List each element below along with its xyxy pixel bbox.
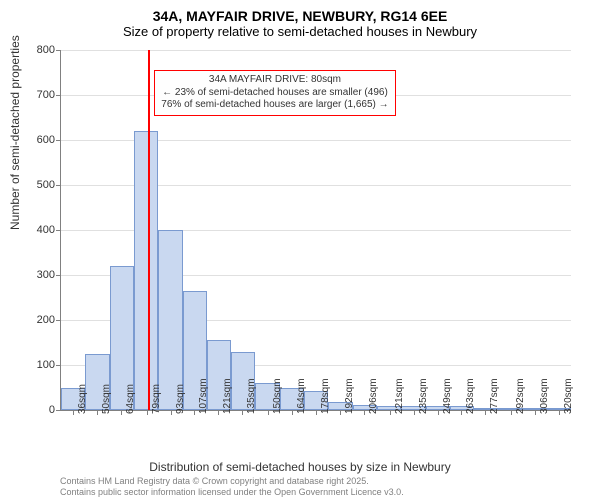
annotation-line3: 76% of semi-detached houses are larger (… xyxy=(161,99,388,112)
plot-area: 010020030040050060070080036sqm50sqm64sqm… xyxy=(60,50,571,411)
xtick-mark xyxy=(218,410,219,415)
xtick-mark xyxy=(559,410,560,415)
xtick-mark xyxy=(485,410,486,415)
ytick-mark xyxy=(56,410,61,411)
ytick-label: 0 xyxy=(15,404,55,416)
footer-attribution: Contains HM Land Registry data © Crown c… xyxy=(60,476,404,498)
xtick-label: 306sqm xyxy=(539,378,550,414)
xtick-label: 249sqm xyxy=(442,378,453,414)
xtick-label: 263sqm xyxy=(465,378,476,414)
reference-line xyxy=(148,50,150,410)
xtick-label: 320sqm xyxy=(563,378,574,414)
xtick-label: 292sqm xyxy=(515,378,526,414)
xtick-label: 121sqm xyxy=(222,378,233,414)
xtick-label: 277sqm xyxy=(489,378,500,414)
xtick-label: 178sqm xyxy=(320,378,331,414)
xtick-mark xyxy=(242,410,243,415)
xtick-label: 135sqm xyxy=(246,378,257,414)
xtick-mark xyxy=(268,410,269,415)
xtick-mark xyxy=(147,410,148,415)
chart-title-line1: 34A, MAYFAIR DRIVE, NEWBURY, RG14 6EE xyxy=(0,0,600,24)
xtick-mark xyxy=(414,410,415,415)
annotation-line2: ← 23% of semi-detached houses are smalle… xyxy=(161,87,388,100)
ytick-label: 800 xyxy=(15,44,55,56)
ytick-label: 200 xyxy=(15,314,55,326)
chart-area: 010020030040050060070080036sqm50sqm64sqm… xyxy=(60,50,570,410)
xtick-label: 36sqm xyxy=(77,384,88,414)
xtick-mark xyxy=(316,410,317,415)
xtick-mark xyxy=(438,410,439,415)
ytick-label: 600 xyxy=(15,134,55,146)
xtick-mark xyxy=(340,410,341,415)
xtick-label: 64sqm xyxy=(125,384,136,414)
xtick-label: 164sqm xyxy=(296,378,307,414)
ytick-label: 300 xyxy=(15,269,55,281)
annotation-box: 34A MAYFAIR DRIVE: 80sqm← 23% of semi-de… xyxy=(154,70,395,116)
xtick-label: 150sqm xyxy=(272,378,283,414)
footer-line1: Contains HM Land Registry data © Crown c… xyxy=(60,476,404,487)
ytick-mark xyxy=(56,95,61,96)
xtick-mark xyxy=(390,410,391,415)
xtick-mark xyxy=(461,410,462,415)
xtick-mark xyxy=(511,410,512,415)
ytick-mark xyxy=(56,50,61,51)
xtick-label: 50sqm xyxy=(101,384,112,414)
chart-title-line2: Size of property relative to semi-detach… xyxy=(0,24,600,43)
footer-line2: Contains public sector information licen… xyxy=(60,487,404,498)
ytick-mark xyxy=(56,185,61,186)
ytick-mark xyxy=(56,275,61,276)
ytick-mark xyxy=(56,320,61,321)
annotation-line1: 34A MAYFAIR DRIVE: 80sqm xyxy=(161,74,388,87)
xtick-label: 79sqm xyxy=(151,384,162,414)
gridline xyxy=(61,50,571,51)
xtick-label: 93sqm xyxy=(175,384,186,414)
xtick-mark xyxy=(97,410,98,415)
y-axis-label: Number of semi-detached properties xyxy=(8,35,22,230)
ytick-mark xyxy=(56,140,61,141)
ytick-mark xyxy=(56,230,61,231)
xtick-label: 107sqm xyxy=(198,378,209,414)
xtick-mark xyxy=(194,410,195,415)
xtick-mark xyxy=(121,410,122,415)
ytick-label: 500 xyxy=(15,179,55,191)
xtick-mark xyxy=(73,410,74,415)
xtick-mark xyxy=(171,410,172,415)
xtick-mark xyxy=(364,410,365,415)
xtick-mark xyxy=(292,410,293,415)
xtick-mark xyxy=(535,410,536,415)
ytick-label: 700 xyxy=(15,89,55,101)
histogram-bar xyxy=(134,131,158,410)
ytick-label: 100 xyxy=(15,359,55,371)
xtick-label: 192sqm xyxy=(344,378,355,414)
ytick-label: 400 xyxy=(15,224,55,236)
xtick-label: 206sqm xyxy=(368,378,379,414)
x-axis-label: Distribution of semi-detached houses by … xyxy=(0,460,600,474)
xtick-label: 221sqm xyxy=(394,378,405,414)
xtick-label: 235sqm xyxy=(418,378,429,414)
ytick-mark xyxy=(56,365,61,366)
